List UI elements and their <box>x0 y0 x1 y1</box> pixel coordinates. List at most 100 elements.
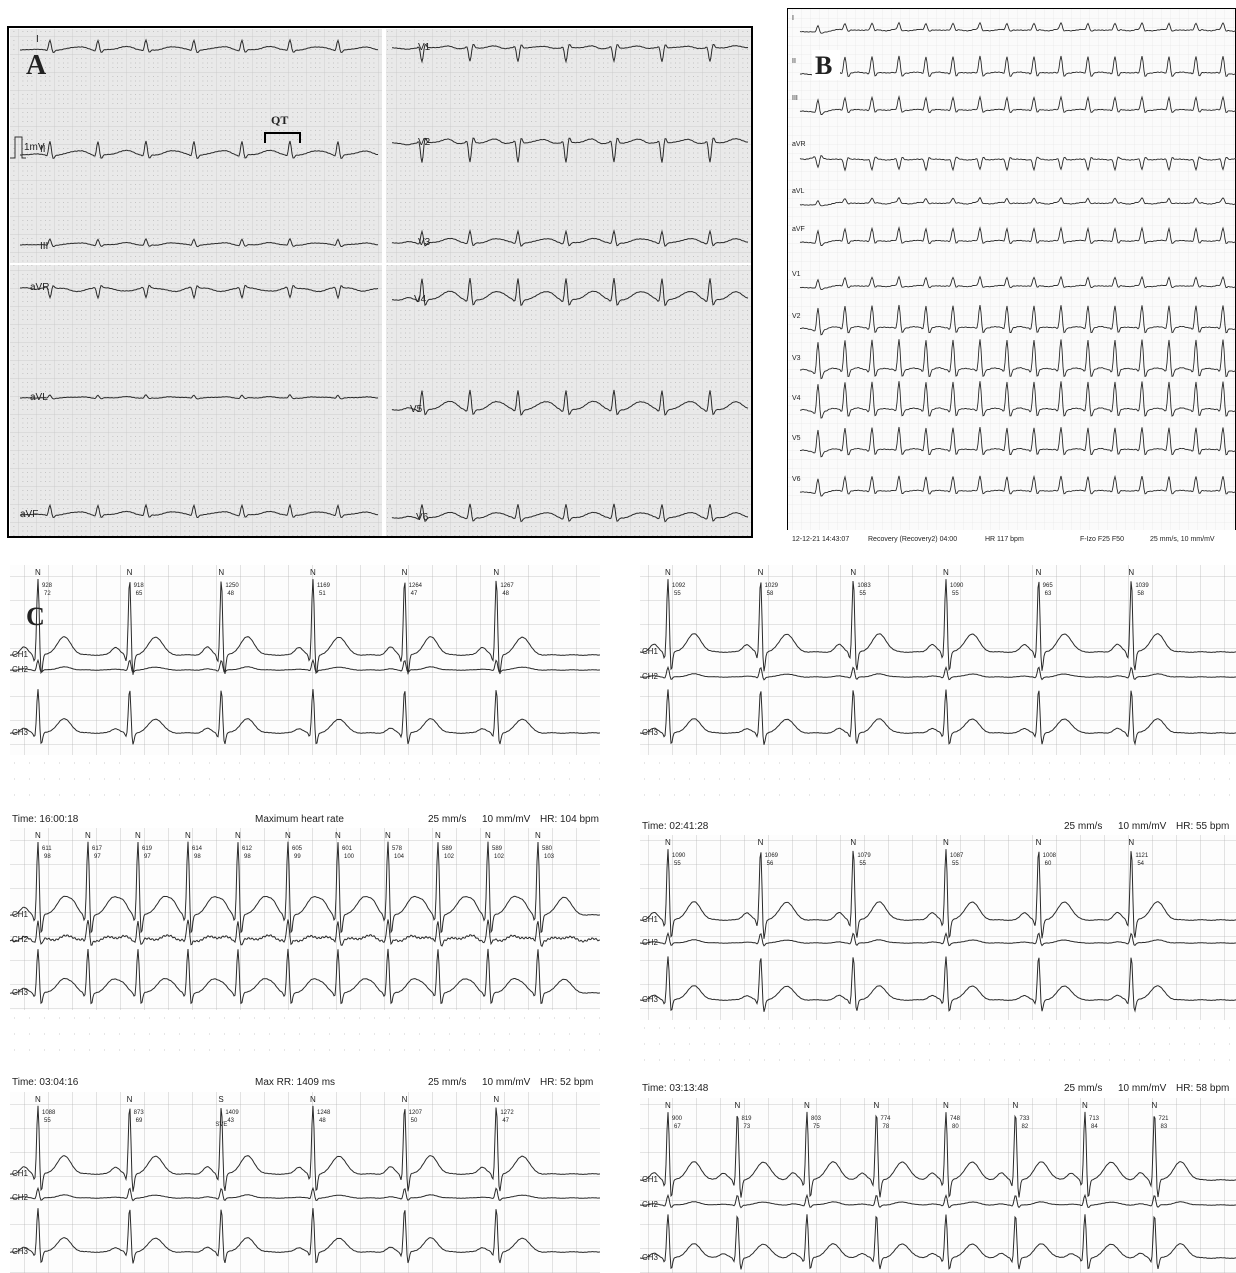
beat-rr: 1409 <box>225 1110 239 1116</box>
channel-label: CH2 <box>12 1193 29 1202</box>
beat-rr: 605 <box>292 846 303 852</box>
footer-text: HR 117 bpm <box>985 536 1024 543</box>
lead-label: II <box>40 144 46 155</box>
ecg-trace <box>19 237 378 248</box>
channel-label: CH1 <box>642 915 659 924</box>
beat-type: N <box>735 1101 741 1110</box>
ecg-trace <box>799 426 1236 458</box>
beat-hr: 55 <box>44 1118 51 1124</box>
ecg-trace <box>640 1111 1236 1198</box>
channel-label: CH3 <box>12 728 29 737</box>
ecg-trace <box>9 948 600 1005</box>
lead-label: III <box>40 241 48 252</box>
beat-rr: 619 <box>142 846 153 852</box>
lead-label: V3 <box>418 237 431 248</box>
beat-rr: 1090 <box>672 853 686 859</box>
lead-label: III <box>792 95 798 102</box>
beat-hr: 65 <box>136 591 143 597</box>
ecg-paper <box>10 1092 600 1273</box>
beat-type: N <box>385 831 391 840</box>
ecg-trace <box>391 278 749 307</box>
ecg-trace <box>392 43 749 64</box>
ecg-trace <box>10 841 600 934</box>
ecg-trace <box>19 284 379 300</box>
ecg-trace <box>640 849 1236 939</box>
lead-label: aVL <box>30 392 48 403</box>
panel-label: A <box>26 50 47 81</box>
beat-rr: 873 <box>134 1110 145 1116</box>
lead-label: V1 <box>418 42 431 53</box>
beat-type: N <box>943 838 949 847</box>
beat-hr: 55 <box>952 591 959 597</box>
channel-label: CH3 <box>642 1253 659 1262</box>
panel-c-right: N109255N102958N108355N109055N96563N10395… <box>640 565 1236 1273</box>
beat-hr: 104 <box>394 854 405 860</box>
beat-hr: 98 <box>44 854 51 860</box>
beat-rr: 1039 <box>1135 583 1149 589</box>
beat-hr: 84 <box>1091 1124 1098 1130</box>
strip-speed: 25 mm/s <box>1064 1083 1102 1094</box>
strip-time: Time: 03:04:16 <box>12 1077 79 1088</box>
channel-label: CH2 <box>642 1200 659 1209</box>
beat-hr: 48 <box>502 591 509 597</box>
beat-hr: 98 <box>194 854 201 860</box>
beat-rr: 1169 <box>317 583 331 589</box>
lead-label: V2 <box>418 137 431 148</box>
ecg-trace <box>799 95 1236 115</box>
ecg-paper <box>10 29 382 263</box>
lead-label: V1 <box>792 271 801 278</box>
beat-type: N <box>235 831 241 840</box>
strip-gain: 10 mm/mV <box>1118 1083 1167 1094</box>
beat-rr: 819 <box>742 1116 753 1122</box>
beat-type: N <box>485 831 491 840</box>
lead-label: V2 <box>792 313 801 320</box>
ecg-trace <box>800 381 1236 419</box>
footer-text: F-Izo F25 F50 <box>1080 536 1124 543</box>
qt-label: QT <box>271 113 288 127</box>
ecg-paper <box>386 265 751 536</box>
channel-label: CH2 <box>642 938 659 947</box>
beat-type: N <box>874 1101 880 1110</box>
channel-label: CH1 <box>12 1169 29 1178</box>
beat-hr: 48 <box>319 1118 326 1124</box>
ecg-paper <box>787 8 1236 548</box>
beat-hr: 55 <box>859 591 866 597</box>
channel-label: CH3 <box>12 988 29 997</box>
beat-rr: 733 <box>1020 1116 1031 1122</box>
strip-speed: 25 mm/s <box>1064 821 1102 832</box>
beat-rr: 1087 <box>950 853 964 859</box>
beat-rr: 614 <box>192 846 203 852</box>
beat-hr: 55 <box>952 861 959 867</box>
ecg-trace <box>10 658 600 674</box>
channel-label: CH1 <box>12 910 29 919</box>
beat-rr: 1121 <box>1135 853 1149 859</box>
ecg-trace <box>9 1208 600 1264</box>
beat-type: N <box>85 831 91 840</box>
beat-hr: 55 <box>859 861 866 867</box>
beat-hr: 98 <box>244 854 251 860</box>
ecg-trace <box>799 21 1236 34</box>
lead-label: aVF <box>792 226 805 233</box>
ecg-trace <box>799 226 1236 246</box>
beat-rr: 803 <box>811 1116 822 1122</box>
ecg-trace <box>640 1193 1236 1209</box>
strip-time: Time: 03:13:48 <box>642 1083 709 1094</box>
strip-time: Time: 02:41:28 <box>642 821 709 832</box>
beat-type: N <box>402 568 408 577</box>
ecg-trace <box>799 304 1236 336</box>
ecg-trace <box>640 689 1236 746</box>
ecg-trace <box>640 931 1236 947</box>
lead-label: V3 <box>792 355 801 362</box>
beat-type: N <box>943 568 949 577</box>
ecg-trace <box>19 38 379 54</box>
lead-label: I <box>36 34 39 45</box>
beat-rr: 1090 <box>950 583 964 589</box>
channel-label: CH1 <box>642 1175 659 1184</box>
ecg-trace <box>10 1105 600 1192</box>
beat-note: SVE <box>215 1122 227 1128</box>
beat-rr: 965 <box>1043 583 1054 589</box>
beat-type: N <box>1128 568 1134 577</box>
beat-type: N <box>127 1095 133 1104</box>
ecg-paper <box>640 835 1236 1020</box>
strip-event: Max RR: 1409 ms <box>255 1077 335 1088</box>
